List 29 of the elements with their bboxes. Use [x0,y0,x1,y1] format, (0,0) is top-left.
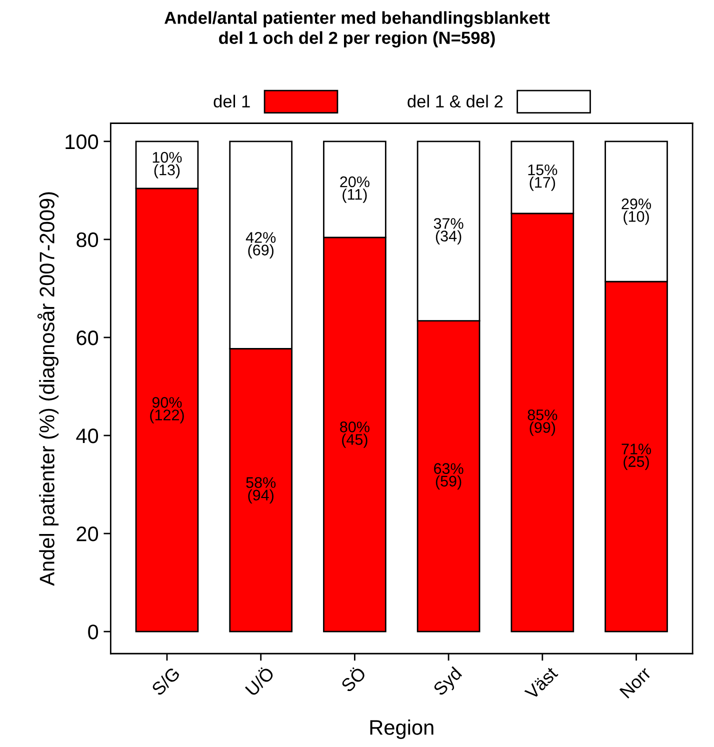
data-label: 10% (13) [152,152,182,178]
x-tick-label: U/Ö [243,664,276,697]
legend-label: del 1 [214,94,250,108]
data-label: 71% (25) [622,444,652,470]
data-label: 20% (11) [340,176,370,203]
data-label: 85% (99) [528,410,558,436]
data-label: 90% (122) [150,397,184,424]
data-label: 63% (59) [434,463,464,490]
y-axis-title: Andel patienter (%) (diagnosår 2007-2009) [37,192,59,586]
y-tick-label: 60 [76,330,98,346]
x-tick-label: Väst [524,666,559,700]
y-tick-label: 100 [66,134,98,150]
y-tick-label: 80 [76,232,98,248]
data-label: 58% (94) [246,477,276,504]
x-axis-title: Region [370,720,434,739]
data-label: 29% (10) [622,198,652,225]
x-tick-label: S/G [150,666,180,696]
x-tick-label: Syd [432,666,465,699]
data-label: 37% (34) [434,218,464,244]
data-label: 42% (69) [246,232,276,258]
x-tick-label: SÖ [338,664,367,693]
data-label: 15% (17) [528,164,558,191]
chart-title: Andel/antal patienter med behandlingsblankett del 1 och del 2 per region (N=598) [164,11,550,48]
data-label: 80% (45) [340,422,370,448]
x-tick-label: Norr [619,666,652,699]
y-tick-label: 40 [76,428,98,444]
y-tick-label: 0 [88,624,98,640]
y-tick-label: 20 [76,526,98,542]
legend-label: del 1 & del 2 [408,94,503,108]
